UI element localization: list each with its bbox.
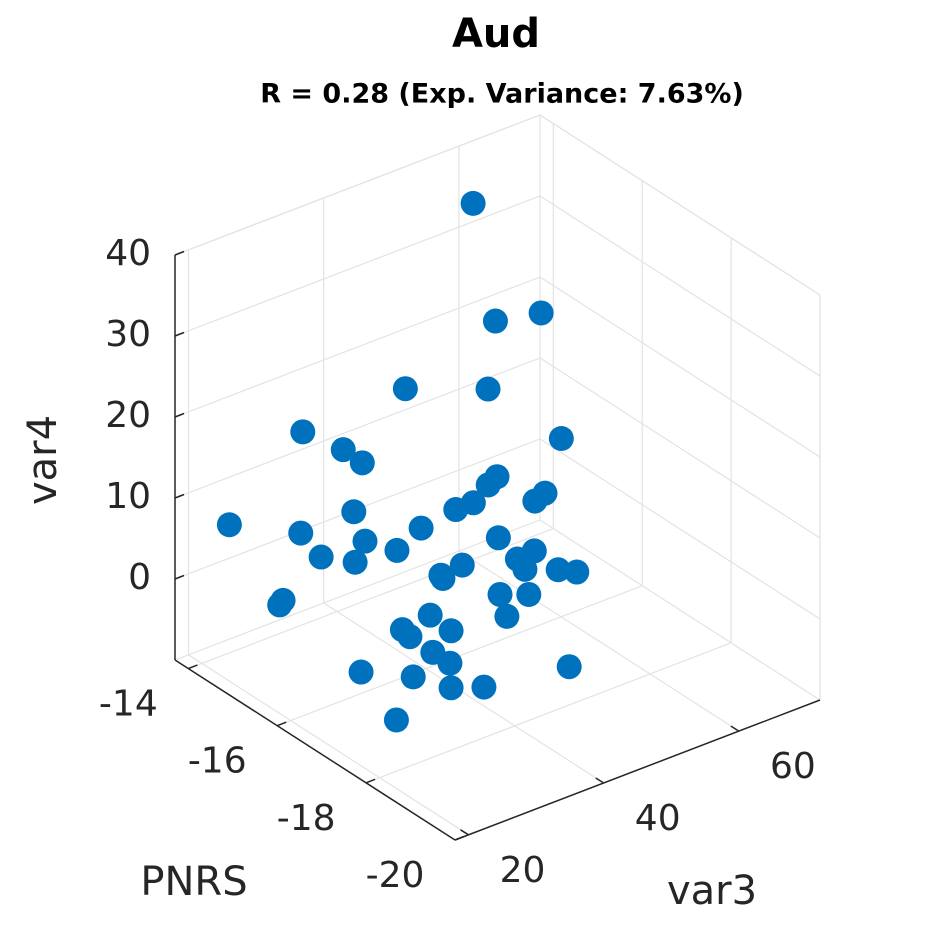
y-tick-label: 20: [500, 850, 546, 891]
grid-line: [174, 195, 541, 337]
data-point: [438, 618, 464, 644]
data-point: [460, 190, 486, 216]
y-tick-label: 60: [770, 746, 816, 787]
data-point: [342, 549, 368, 575]
data-point: [437, 650, 463, 676]
data-point: [494, 603, 520, 629]
data-point: [408, 515, 434, 541]
data-point: [290, 419, 316, 445]
grid-line: [539, 438, 821, 620]
x-axis: [174, 659, 456, 841]
data-point: [475, 376, 501, 402]
grid-line: [539, 114, 821, 296]
data-point: [308, 544, 334, 570]
tick-mark: [174, 574, 185, 580]
grid-line: [174, 114, 541, 256]
data-point: [449, 552, 475, 578]
z-tick-label: 0: [128, 557, 151, 598]
grid-line: [188, 654, 469, 836]
y-axis-label: var3: [667, 868, 757, 914]
tick-mark: [174, 250, 185, 256]
tick-mark: [365, 778, 376, 784]
tick-mark: [460, 829, 469, 836]
tick-mark: [174, 493, 185, 499]
data-point: [528, 300, 554, 326]
data-point: [216, 512, 242, 538]
grid-line: [365, 642, 732, 784]
chart-subtitle: R = 0.28 (Exp. Variance: 7.63%): [260, 79, 744, 110]
data-point: [383, 707, 409, 733]
tick-mark: [174, 331, 185, 337]
y-axis: [454, 699, 821, 841]
x-tick-label: -14: [99, 684, 158, 725]
grid-line: [539, 276, 821, 458]
data-point: [430, 565, 456, 591]
data-point: [556, 654, 582, 680]
x-tick-label: -20: [366, 855, 425, 896]
data-point: [512, 556, 538, 582]
tick-mark: [276, 721, 287, 727]
tick-mark: [188, 664, 198, 670]
data-point: [349, 450, 375, 476]
box-edge: [539, 519, 821, 701]
x-tick-label: -18: [277, 798, 336, 839]
data-point: [400, 664, 426, 690]
z-axis-label: var4: [20, 415, 66, 505]
grid-line: [174, 276, 541, 418]
grid-line: [323, 602, 605, 784]
data-point: [545, 557, 571, 583]
z-tick-label: 10: [105, 476, 151, 517]
z-tick-label: 30: [105, 314, 151, 355]
data-point: [522, 488, 548, 514]
grid-line: [458, 550, 740, 732]
chart-title: Aud: [452, 11, 540, 57]
x-axis-label: PNRS: [140, 859, 247, 905]
data-point: [397, 624, 423, 650]
z-tick-label: 20: [105, 395, 151, 436]
data-point: [352, 528, 378, 554]
z-tick-label: 40: [105, 233, 151, 274]
data-point: [438, 675, 464, 701]
data-point: [485, 525, 511, 551]
data-point: [417, 602, 443, 628]
data-point: [330, 437, 356, 463]
data-point: [548, 426, 574, 452]
x-tick-label: -16: [188, 741, 247, 782]
grid-line: [539, 195, 821, 377]
y-tick-label: 40: [635, 798, 681, 839]
data-point: [482, 308, 508, 334]
tick-mark: [595, 777, 605, 784]
data-point: [487, 581, 513, 607]
data-point: [475, 472, 501, 498]
data-point: [392, 376, 418, 402]
data-point: [443, 497, 469, 523]
grid-line: [539, 357, 821, 539]
data-point: [267, 592, 293, 618]
grid-line: [188, 528, 554, 670]
data-point: [341, 499, 367, 525]
data-point: [348, 659, 374, 685]
tick-mark: [174, 412, 185, 418]
data-point: [516, 581, 542, 607]
data-point: [471, 674, 497, 700]
tick-mark: [730, 725, 740, 732]
data-point: [384, 537, 410, 563]
data-point: [564, 559, 590, 585]
box-edge: [174, 519, 541, 661]
data-point: [288, 520, 314, 546]
